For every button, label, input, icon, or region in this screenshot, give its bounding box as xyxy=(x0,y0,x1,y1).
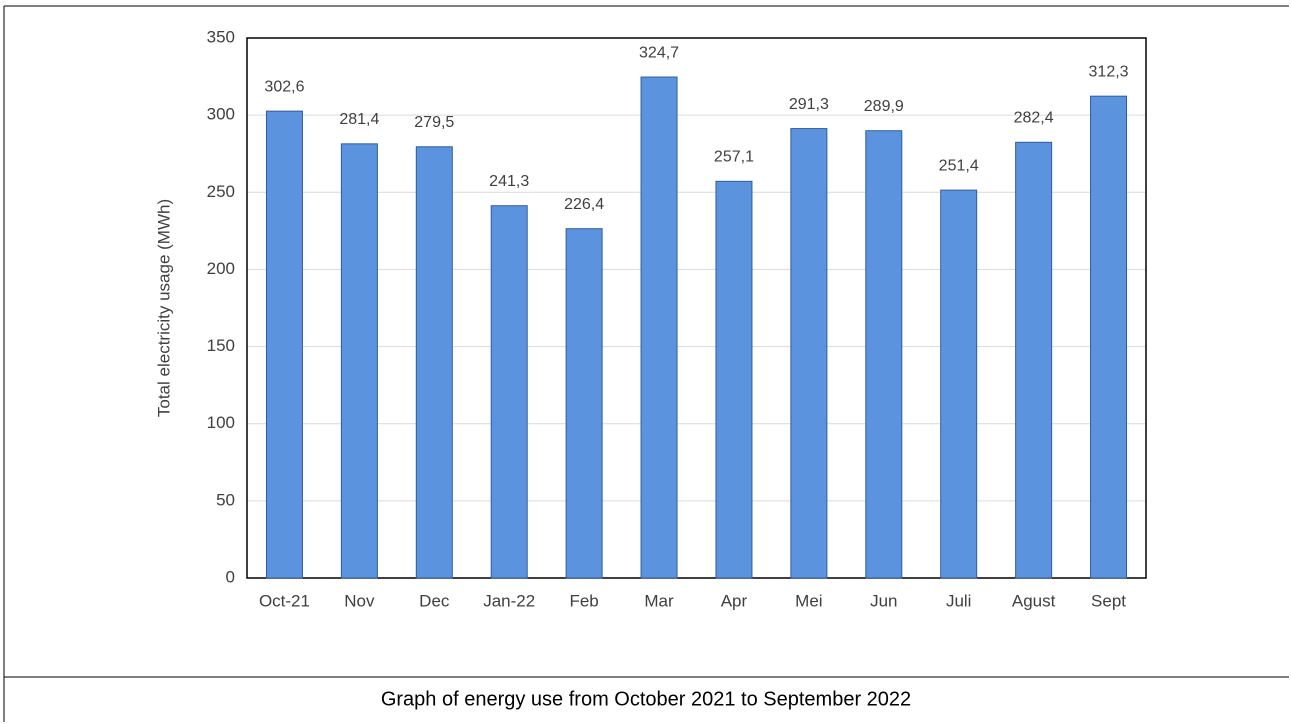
plot-frame xyxy=(246,37,1147,579)
y-tick-label: 0 xyxy=(226,567,235,586)
x-tick-label: Mei xyxy=(795,591,822,610)
x-tick-label: Juli xyxy=(946,591,972,610)
y-axis-label: Total electricity usage (MWh) xyxy=(154,199,173,417)
data-label: 251,4 xyxy=(939,157,979,174)
data-label: 324,7 xyxy=(639,44,679,61)
bar xyxy=(265,110,303,579)
y-tick-label: 150 xyxy=(207,336,235,355)
x-tick-label: Jun xyxy=(870,591,897,610)
x-tick-label: Feb xyxy=(569,591,598,610)
x-tick-label: Apr xyxy=(721,591,748,610)
y-tick-label: 200 xyxy=(207,259,235,278)
data-label: 289,9 xyxy=(864,98,904,115)
data-label: 241,3 xyxy=(489,173,529,190)
y-tick-label: 300 xyxy=(207,105,235,124)
x-tick-label: Mar xyxy=(644,591,674,610)
bar xyxy=(1090,95,1128,579)
caption: Graph of energy use from October 2021 to… xyxy=(381,688,911,710)
data-label: 312,3 xyxy=(1089,63,1129,80)
x-tick-label: Nov xyxy=(344,591,375,610)
bar xyxy=(790,128,828,579)
x-tick-label: Dec xyxy=(419,591,450,610)
data-label: 279,5 xyxy=(414,114,454,131)
x-tick-label: Sept xyxy=(1091,591,1126,610)
x-tick-label: Agust xyxy=(1012,591,1056,610)
data-label: 282,4 xyxy=(1014,110,1054,127)
bar xyxy=(415,146,453,579)
data-label: 291,3 xyxy=(789,96,829,113)
y-tick-label: 100 xyxy=(207,413,235,432)
y-tick-label: 250 xyxy=(207,182,235,201)
data-label: 302,6 xyxy=(264,78,304,95)
bar xyxy=(640,76,678,579)
y-tick-label: 50 xyxy=(216,490,235,509)
bar xyxy=(1015,141,1053,579)
bar xyxy=(715,180,753,579)
bar xyxy=(865,130,903,579)
bar xyxy=(940,189,978,579)
data-label: 281,4 xyxy=(339,111,379,128)
x-tick-label: Oct-21 xyxy=(259,591,310,610)
x-tick-label: Jan-22 xyxy=(483,591,535,610)
y-tick-label: 350 xyxy=(207,27,235,46)
bar xyxy=(340,143,378,579)
data-label: 257,1 xyxy=(714,149,754,166)
data-label: 226,4 xyxy=(564,196,604,213)
bar xyxy=(565,228,603,579)
bar xyxy=(490,205,528,579)
